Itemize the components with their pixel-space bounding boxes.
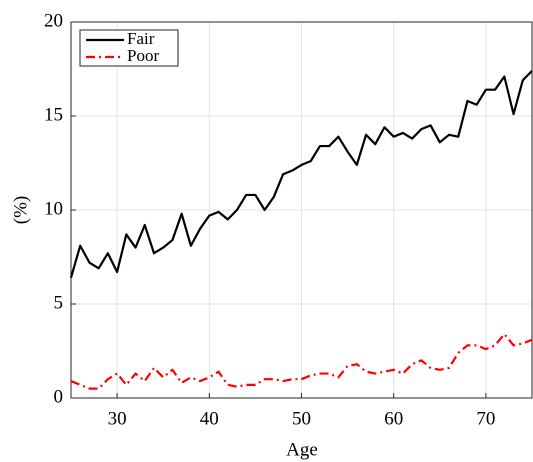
y-axis-label: (%)	[10, 196, 31, 224]
legend-label: Poor	[127, 46, 159, 65]
x-tick-label: 40	[200, 408, 219, 429]
plot-frame	[70, 21, 533, 399]
y-tick-label: 10	[44, 198, 63, 219]
y-tick-label: 20	[44, 10, 63, 31]
y-tick-label: 0	[54, 386, 64, 407]
legend-label: Fair	[127, 29, 155, 48]
x-tick-label: 60	[384, 408, 403, 429]
x-axis-label: Age	[286, 439, 318, 460]
x-tick-label: 70	[476, 408, 495, 429]
data-line	[70, 332, 533, 390]
data-line	[69, 70, 533, 278]
x-tick-label: 50	[292, 408, 311, 429]
x-tick-label: 30	[108, 408, 127, 429]
y-tick-label: 5	[54, 292, 64, 313]
legend-box	[79, 29, 179, 67]
y-tick-label: 15	[44, 104, 63, 125]
